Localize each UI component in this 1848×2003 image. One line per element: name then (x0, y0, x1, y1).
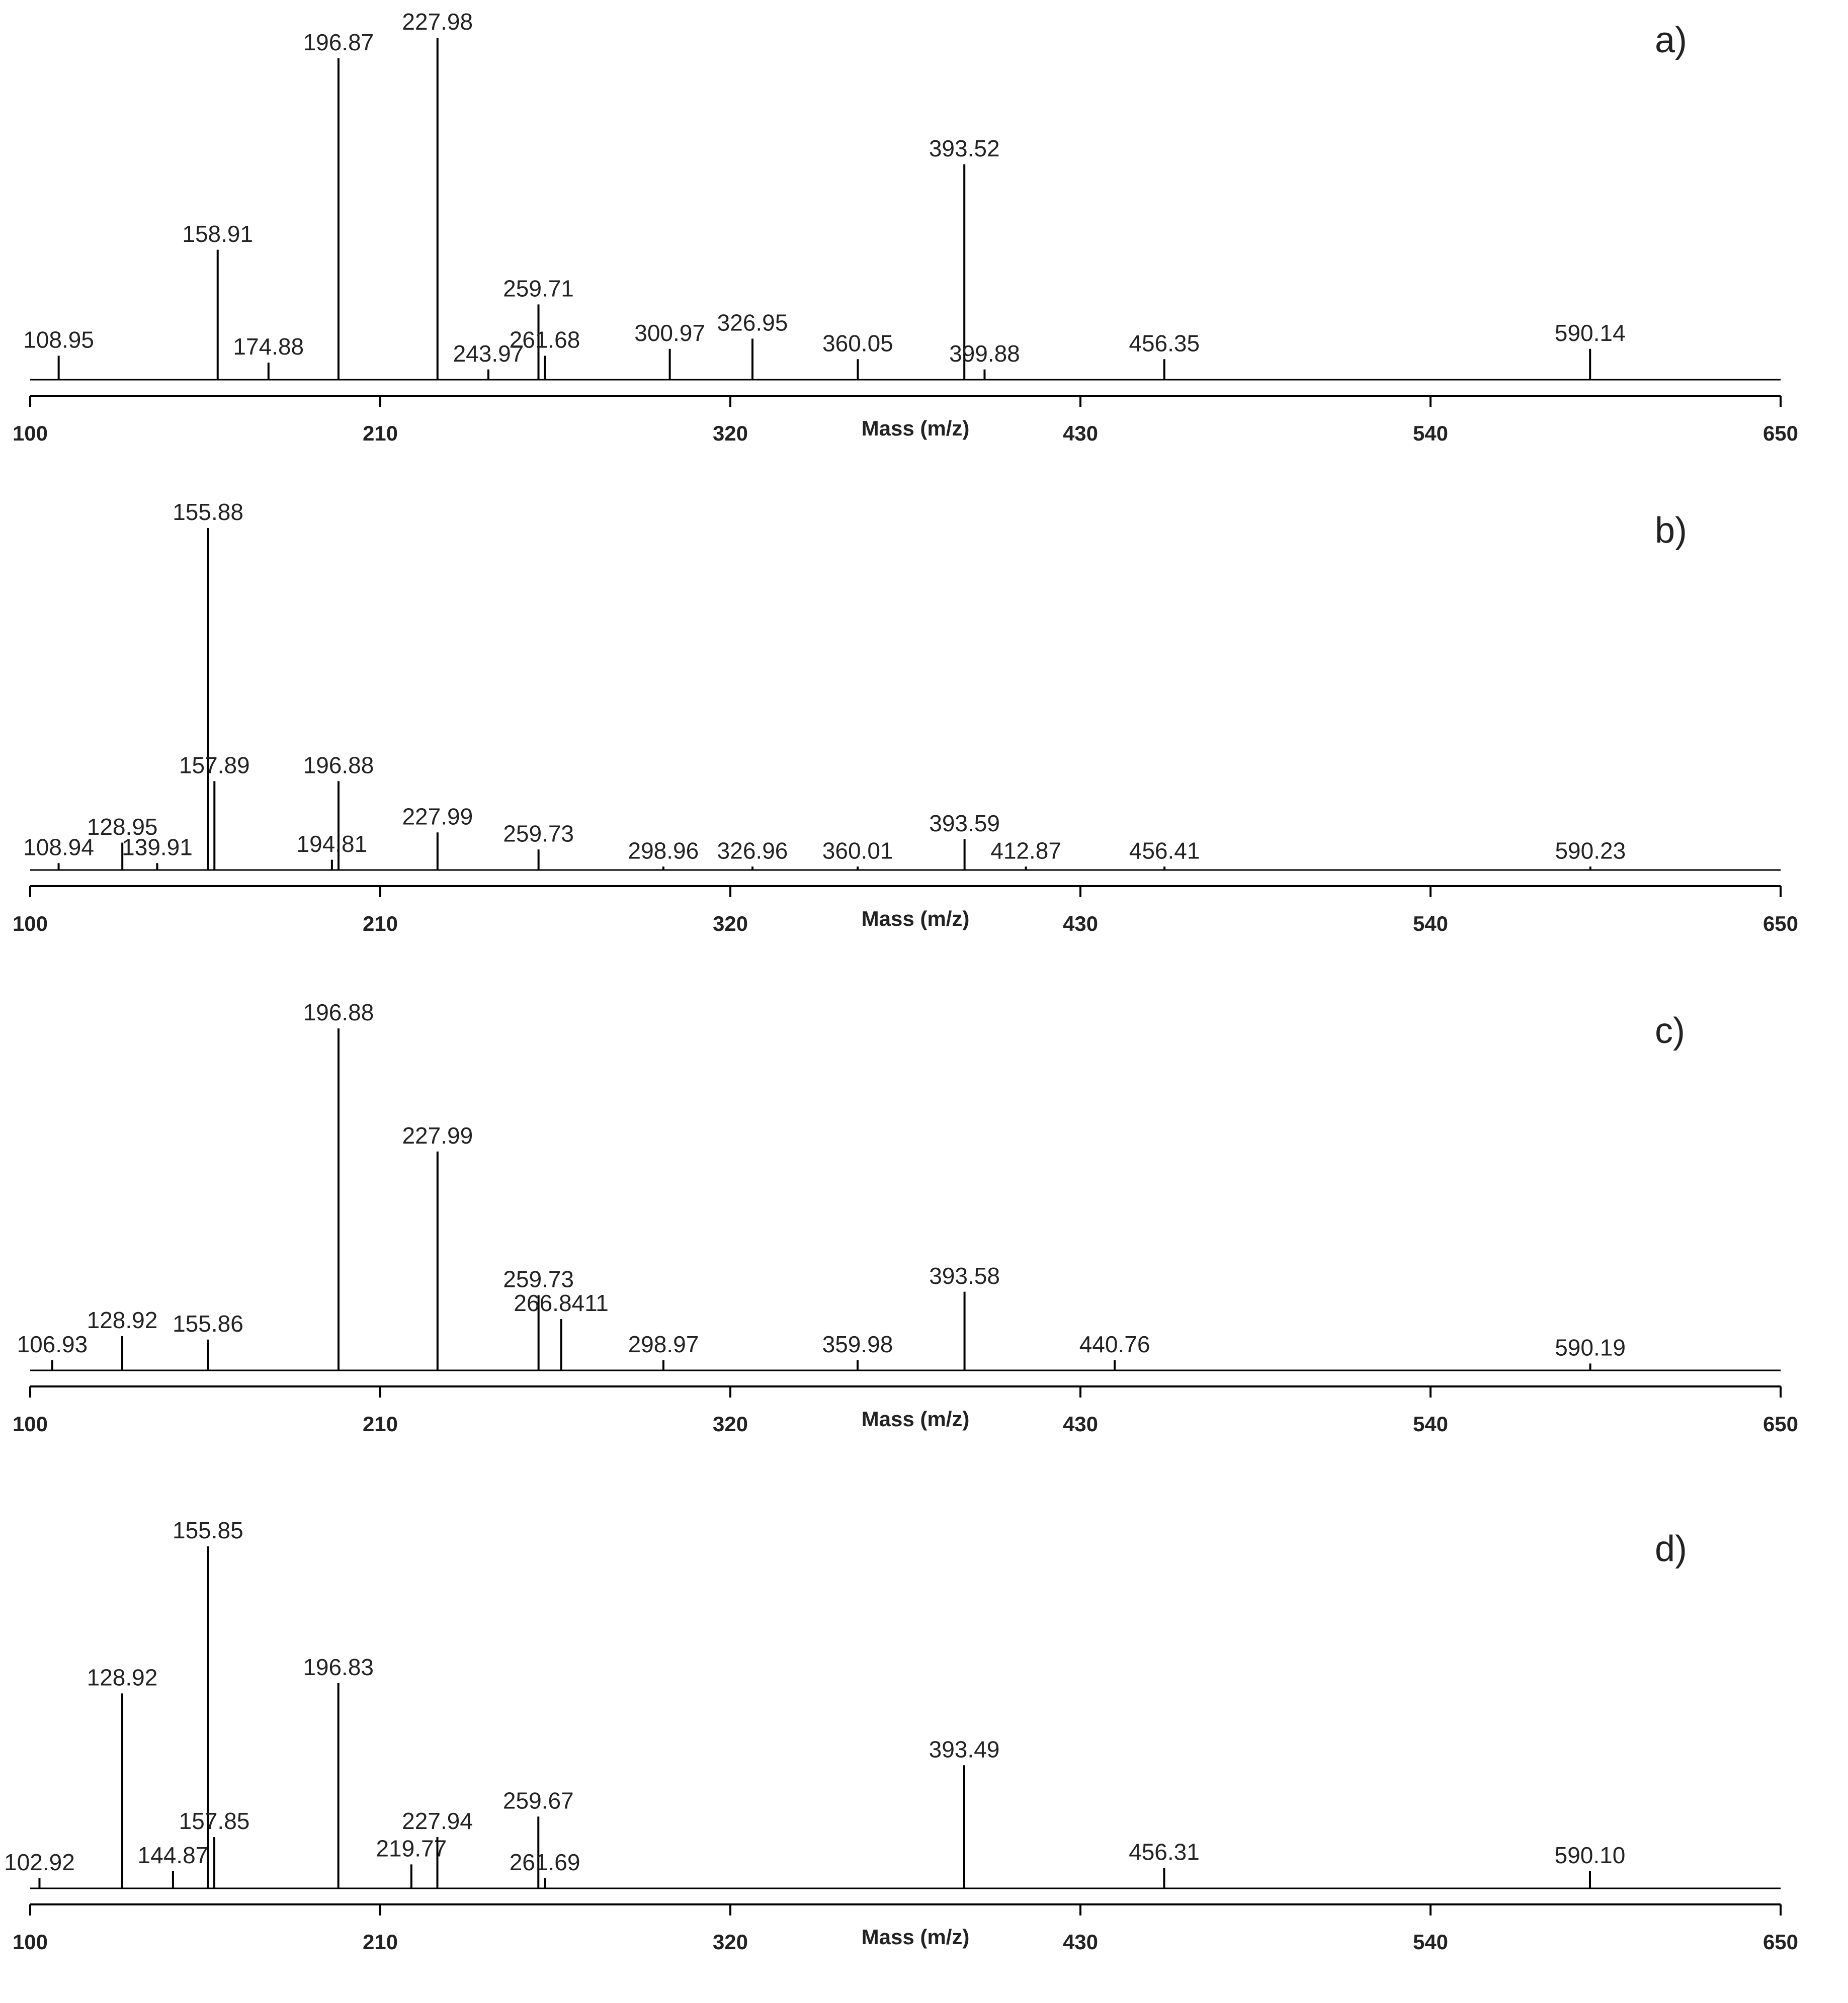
x-tick-label: 650 (1763, 421, 1798, 445)
peak-label: 155.88 (173, 499, 243, 525)
peak-label: 298.96 (628, 837, 699, 863)
peak-label: 128.92 (87, 1307, 158, 1333)
peak-label: 196.87 (303, 29, 374, 55)
peak-label: 157.89 (179, 752, 250, 778)
peak-label: 590.10 (1555, 1842, 1626, 1868)
peak-label: 456.31 (1129, 1839, 1200, 1865)
peak-label: 456.41 (1129, 837, 1200, 863)
x-tick-label: 320 (713, 1930, 748, 1954)
peak-label: 326.96 (717, 837, 788, 863)
peak-label: 261.68 (510, 327, 580, 353)
peak-label: 196.88 (303, 752, 374, 778)
peak-label: 326.95 (717, 310, 788, 336)
peak-label: 259.67 (503, 1787, 574, 1813)
peak-label: 196.88 (303, 999, 374, 1025)
peak-label: 393.59 (929, 810, 1000, 836)
spectrum-panel: 100 210 320 430 540 650 Mass (m/z) d) 102.92 128.… (4, 1517, 1798, 1954)
peak-label: 300.97 (634, 320, 705, 346)
x-tick-label: 430 (1063, 1930, 1098, 1954)
panel-label: a) (1655, 20, 1687, 60)
peak-label: 440.76 (1079, 1331, 1150, 1357)
x-tick-label: 210 (363, 1412, 398, 1436)
peak-label: 128.92 (87, 1665, 158, 1691)
peak-label: 174.88 (233, 333, 304, 360)
peak-label: 108.94 (23, 834, 94, 860)
peak-label: 219.77 (376, 1836, 447, 1862)
peak-label: 393.49 (929, 1736, 1000, 1762)
x-tick-label: 650 (1763, 1412, 1798, 1436)
peak-label: 259.73 (503, 820, 574, 846)
x-axis-label: Mass (m/z) (862, 1407, 970, 1431)
x-tick-label: 100 (13, 1412, 48, 1436)
x-tick-label: 540 (1413, 912, 1448, 935)
peak-label: 266.8411 (514, 1290, 608, 1316)
peak-label: 261.69 (510, 1849, 580, 1875)
x-tick-label: 430 (1063, 421, 1098, 445)
x-axis-label: Mass (m/z) (862, 416, 970, 440)
peak-label: 243.97 (453, 340, 524, 367)
peak-label: 158.91 (182, 221, 253, 247)
peak-label: 360.01 (822, 837, 893, 863)
x-tick-label: 320 (713, 912, 748, 935)
peak-label: 106.93 (17, 1331, 88, 1357)
x-tick-label: 210 (363, 421, 398, 445)
peak-label: 590.19 (1555, 1335, 1626, 1361)
peak-label: 393.52 (929, 135, 1000, 161)
x-axis-label: Mass (m/z) (862, 1925, 970, 1949)
spectrum-panel: 100 210 320 430 540 650 Mass (m/z) c) 106.93128.… (13, 999, 1798, 1436)
peak-label: 128.95 (87, 814, 158, 840)
x-tick-label: 210 (363, 912, 398, 935)
peak-label: 155.85 (173, 1517, 243, 1543)
peak-label: 102.92 (4, 1849, 75, 1875)
peak-label: 108.95 (23, 327, 94, 353)
x-tick-label: 430 (1063, 1412, 1098, 1436)
peak-label: 360.05 (822, 330, 893, 356)
x-tick-label: 650 (1763, 1930, 1798, 1954)
peak-label: 155.86 (173, 1311, 243, 1337)
peak-label: 412.87 (990, 837, 1061, 863)
x-tick-label: 320 (713, 1412, 748, 1436)
peak-label: 259.73 (503, 1266, 574, 1292)
peak-label: 259.71 (503, 276, 574, 302)
peak-label: 456.35 (1129, 330, 1200, 356)
x-tick-label: 430 (1063, 912, 1098, 935)
panel-label: b) (1655, 510, 1687, 551)
peak-label: 590.23 (1555, 837, 1626, 863)
peak-label: 196.83 (303, 1654, 374, 1680)
x-tick-label: 100 (13, 912, 48, 935)
x-tick-label: 100 (13, 421, 48, 445)
spectrum-panel: 100 210 320 430 540 650 Mass (m/z) b) 108.94128.… (13, 499, 1798, 935)
peak-label: 144.87 (138, 1842, 209, 1868)
peak-label: 227.99 (402, 803, 473, 829)
peak-label: 399.88 (949, 340, 1020, 367)
x-axis-label: Mass (m/z) (862, 907, 970, 930)
peak-label: 227.94 (402, 1808, 473, 1834)
x-tick-label: 540 (1413, 421, 1448, 445)
peak-label: 227.98 (402, 9, 473, 35)
x-tick-label: 650 (1763, 912, 1798, 935)
peak-label: 393.58 (929, 1263, 1000, 1289)
peak-label: 139.91 (122, 834, 193, 860)
peak-label: 359.98 (822, 1331, 893, 1357)
x-tick-label: 540 (1413, 1930, 1448, 1954)
peak-label: 227.99 (402, 1122, 473, 1149)
x-tick-label: 210 (363, 1930, 398, 1954)
x-tick-label: 540 (1413, 1412, 1448, 1436)
x-tick-label: 100 (13, 1930, 48, 1954)
x-tick-label: 320 (713, 421, 748, 445)
panel-label: d) (1655, 1529, 1687, 1569)
peak-label: 590.14 (1555, 320, 1626, 346)
peak-label: 157.85 (179, 1808, 250, 1834)
panel-label: c) (1655, 1011, 1685, 1051)
spectrum-panel: 100 210 320 430 540 650 Mass (m/z) a) 108.95 158.… (13, 9, 1798, 445)
peak-label: 194.81 (297, 831, 368, 857)
peak-label: 298.97 (628, 1331, 699, 1357)
